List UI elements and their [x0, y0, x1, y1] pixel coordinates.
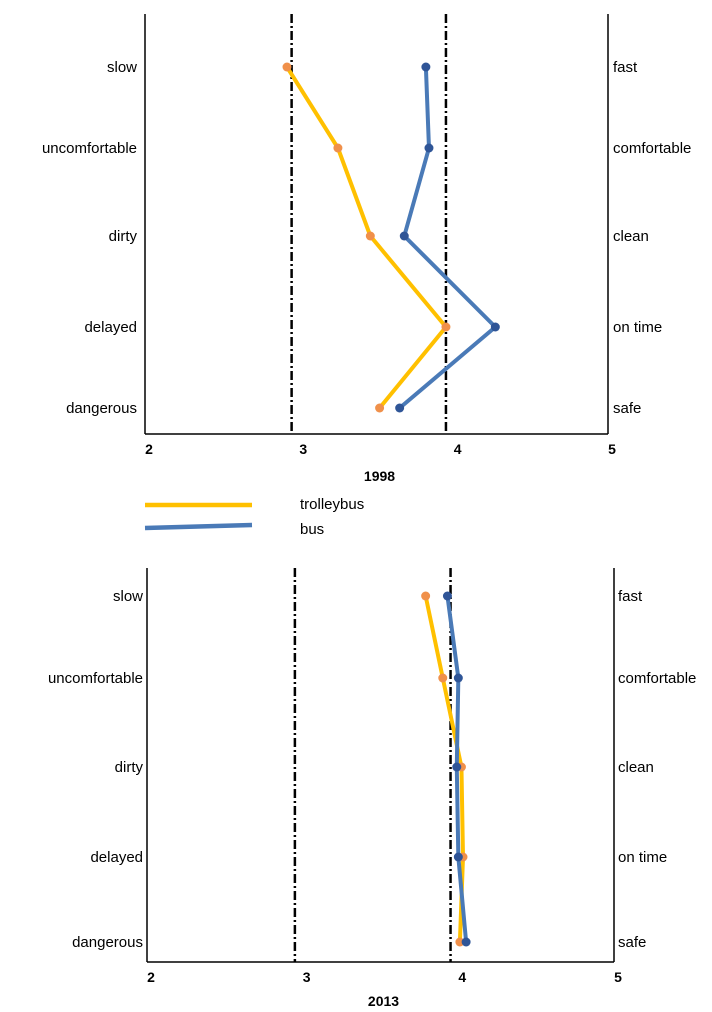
right-label: fast	[613, 59, 638, 76]
left-label: delayed	[84, 319, 137, 336]
data-point-bus	[452, 762, 462, 772]
right-label: clean	[618, 759, 654, 776]
right-label: fast	[618, 588, 643, 605]
data-point-trolleybus	[455, 937, 465, 947]
left-label: dangerous	[72, 934, 143, 951]
data-point-trolleybus	[438, 673, 448, 683]
left-label: dangerous	[66, 400, 137, 417]
data-point-trolleybus	[282, 62, 292, 72]
left-label: slow	[107, 59, 137, 76]
left-label: dirty	[115, 759, 144, 776]
right-label: on time	[613, 319, 662, 336]
data-point-bus	[395, 403, 405, 413]
data-point-bus	[421, 62, 431, 72]
x-tick-label: 2	[147, 969, 155, 985]
chart-panel-1998: 2 3 4 5 1998 slow uncomfortable dirty delayed dan…	[42, 14, 691, 484]
legend-label-bus: bus	[300, 521, 324, 538]
left-label: delayed	[90, 849, 143, 866]
data-point-trolleybus	[333, 143, 343, 153]
data-point-trolleybus	[421, 591, 431, 601]
data-point-bus	[461, 937, 471, 947]
data-point-trolleybus	[441, 322, 451, 332]
x-tick-label: 5	[614, 969, 622, 985]
chart-title: 2013	[368, 993, 399, 1009]
data-point-bus	[453, 852, 463, 862]
legend: trolleybus bus	[144, 496, 364, 538]
x-tick-label: 3	[299, 441, 307, 457]
x-tick-label: 3	[303, 969, 311, 985]
legend-label-trolleybus: trolleybus	[300, 496, 364, 513]
legend-swatch-bus	[144, 522, 253, 531]
left-label: dirty	[109, 228, 138, 245]
x-tick-label: 4	[458, 969, 466, 985]
data-point-bus	[453, 673, 463, 683]
right-label: comfortable	[613, 140, 691, 157]
data-point-trolleybus	[375, 403, 385, 413]
x-tick-label: 5	[608, 441, 616, 457]
data-point-bus	[442, 591, 452, 601]
data-point-trolleybus	[365, 231, 375, 241]
series-line-bus	[398, 66, 498, 410]
x-tick-label: 2	[145, 441, 153, 457]
data-point-bus	[490, 322, 500, 332]
left-label: uncomfortable	[42, 140, 137, 157]
right-label: safe	[613, 400, 641, 417]
right-label: on time	[618, 849, 667, 866]
left-label: uncomfortable	[48, 670, 143, 687]
right-label: comfortable	[618, 670, 696, 687]
data-point-bus	[424, 143, 434, 153]
x-tick-label: 4	[454, 441, 462, 457]
chart-title: 1998	[364, 468, 395, 484]
data-point-bus	[399, 231, 409, 241]
chart-panel-2013: 2 3 4 5 2013 slow uncomfortable dirty delayed dan…	[48, 568, 696, 1009]
right-label: safe	[618, 934, 646, 951]
right-label: clean	[613, 228, 649, 245]
left-label: slow	[113, 588, 143, 605]
